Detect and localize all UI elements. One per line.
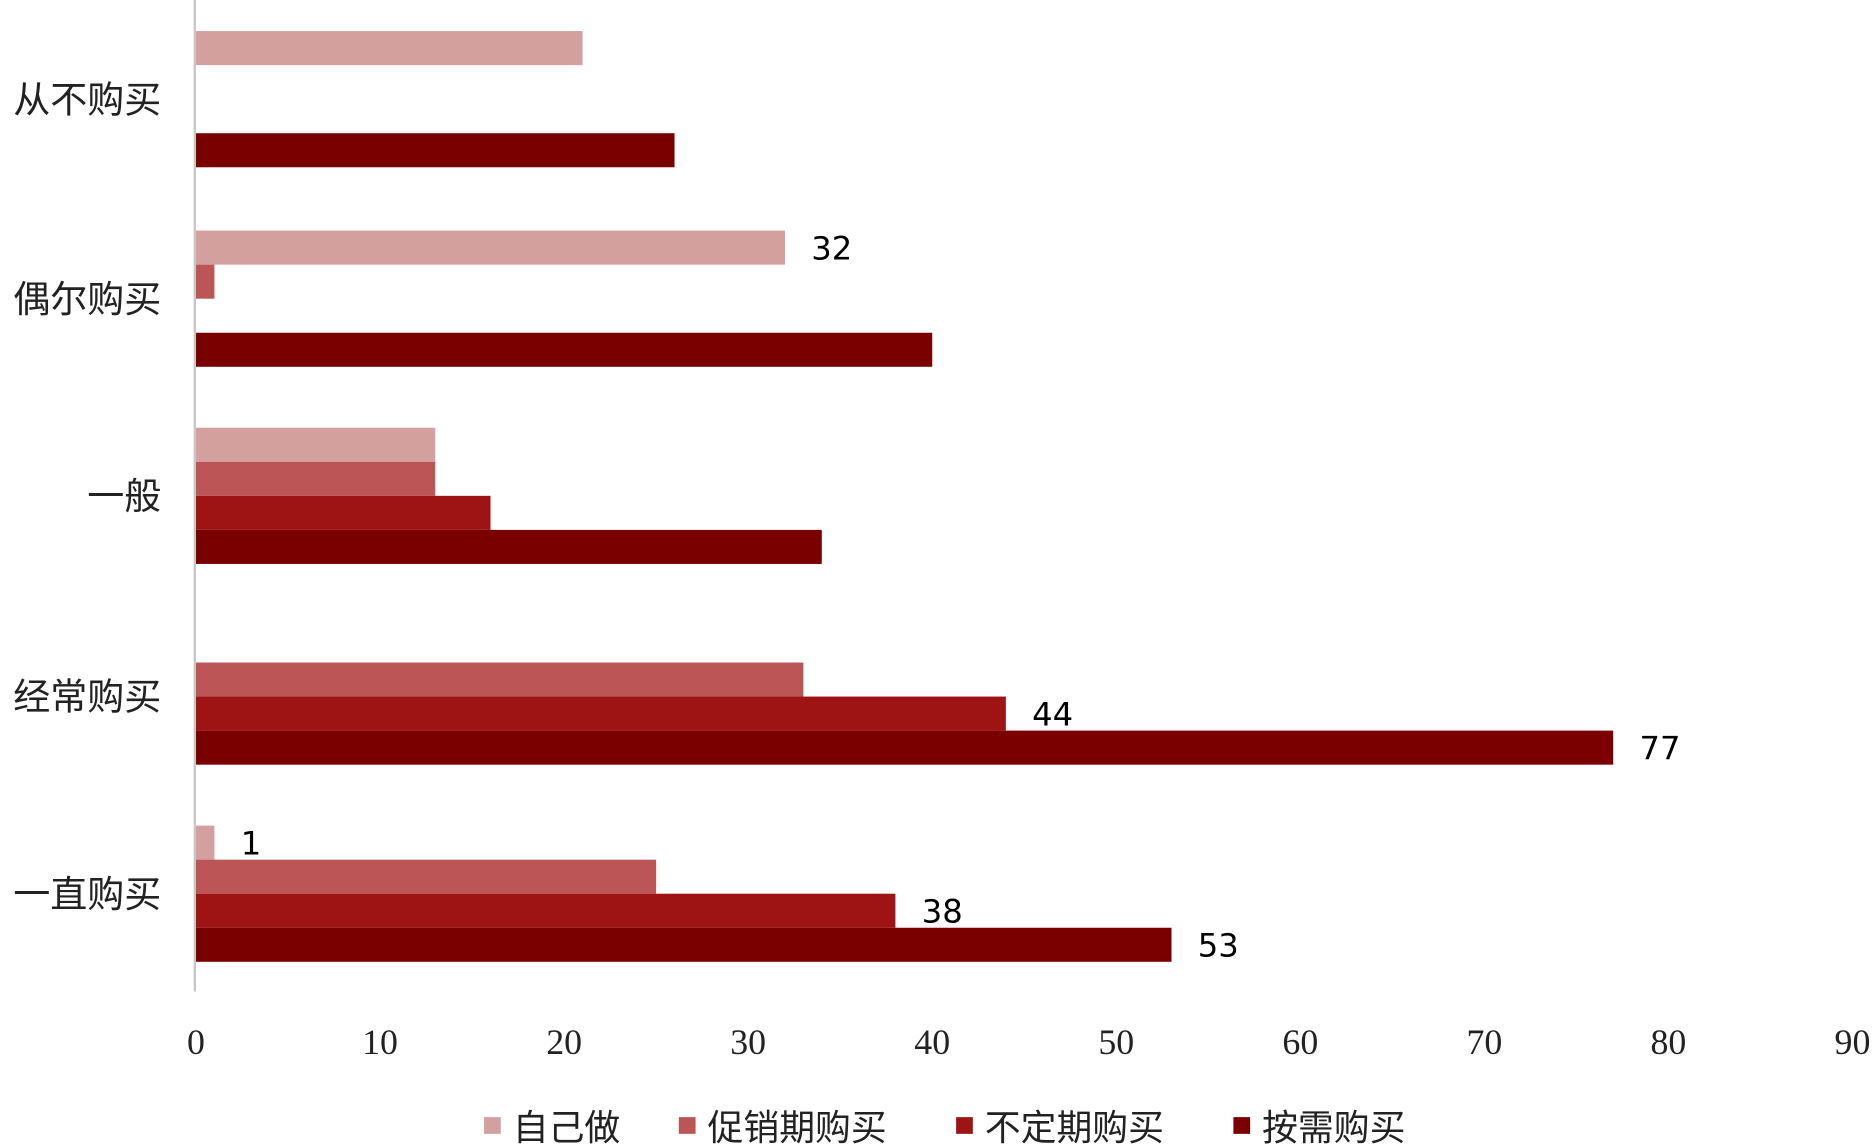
- bar: [196, 927, 1172, 962]
- bar: [196, 825, 215, 860]
- bar: [196, 859, 657, 894]
- bar: [196, 461, 436, 496]
- category-label: 从不购买: [13, 78, 161, 121]
- legend-label: 不定期购买: [985, 1108, 1164, 1147]
- data-label: 44: [1032, 696, 1073, 734]
- legend-swatch: [678, 1117, 696, 1134]
- bar: [196, 332, 933, 367]
- category-label: 经常购买: [13, 676, 161, 719]
- legend-label: 自己做: [513, 1108, 621, 1147]
- x-tick-label: 60: [1282, 1022, 1318, 1062]
- x-tick-label: 90: [1835, 1022, 1871, 1062]
- bar: [196, 893, 896, 928]
- category-label: 一般: [87, 475, 161, 518]
- bar: [196, 230, 785, 265]
- x-tick-label: 30: [730, 1022, 766, 1062]
- data-label: 53: [1198, 927, 1239, 965]
- x-tick-label: 10: [362, 1022, 398, 1062]
- x-tick-label: 20: [546, 1022, 582, 1062]
- data-label: 32: [811, 230, 852, 268]
- bar: [196, 529, 822, 564]
- legend-swatch: [484, 1117, 501, 1134]
- bar: [196, 264, 215, 299]
- legend-swatch: [1233, 1117, 1251, 1134]
- bar: [196, 133, 675, 168]
- data-label: 77: [1640, 730, 1681, 768]
- x-tick-label: 0: [187, 1022, 205, 1062]
- bar: [196, 662, 804, 697]
- x-tick-label: 70: [1466, 1022, 1502, 1062]
- bar: [196, 495, 491, 530]
- legend-label: 按需购买: [1262, 1108, 1405, 1147]
- category-label: 偶尔购买: [13, 278, 161, 321]
- bar: [196, 31, 583, 66]
- data-label: 1: [241, 825, 262, 863]
- bar: [196, 696, 1006, 731]
- x-tick-label: 80: [1651, 1022, 1687, 1062]
- bar: [196, 427, 436, 462]
- bar: [196, 730, 1614, 765]
- category-label: 一直购买: [13, 873, 161, 916]
- legend-label: 促销期购买: [708, 1108, 887, 1147]
- data-label: 38: [922, 893, 963, 931]
- x-tick-label: 40: [914, 1022, 950, 1062]
- x-tick-label: 50: [1098, 1022, 1134, 1062]
- legend-swatch: [956, 1117, 973, 1134]
